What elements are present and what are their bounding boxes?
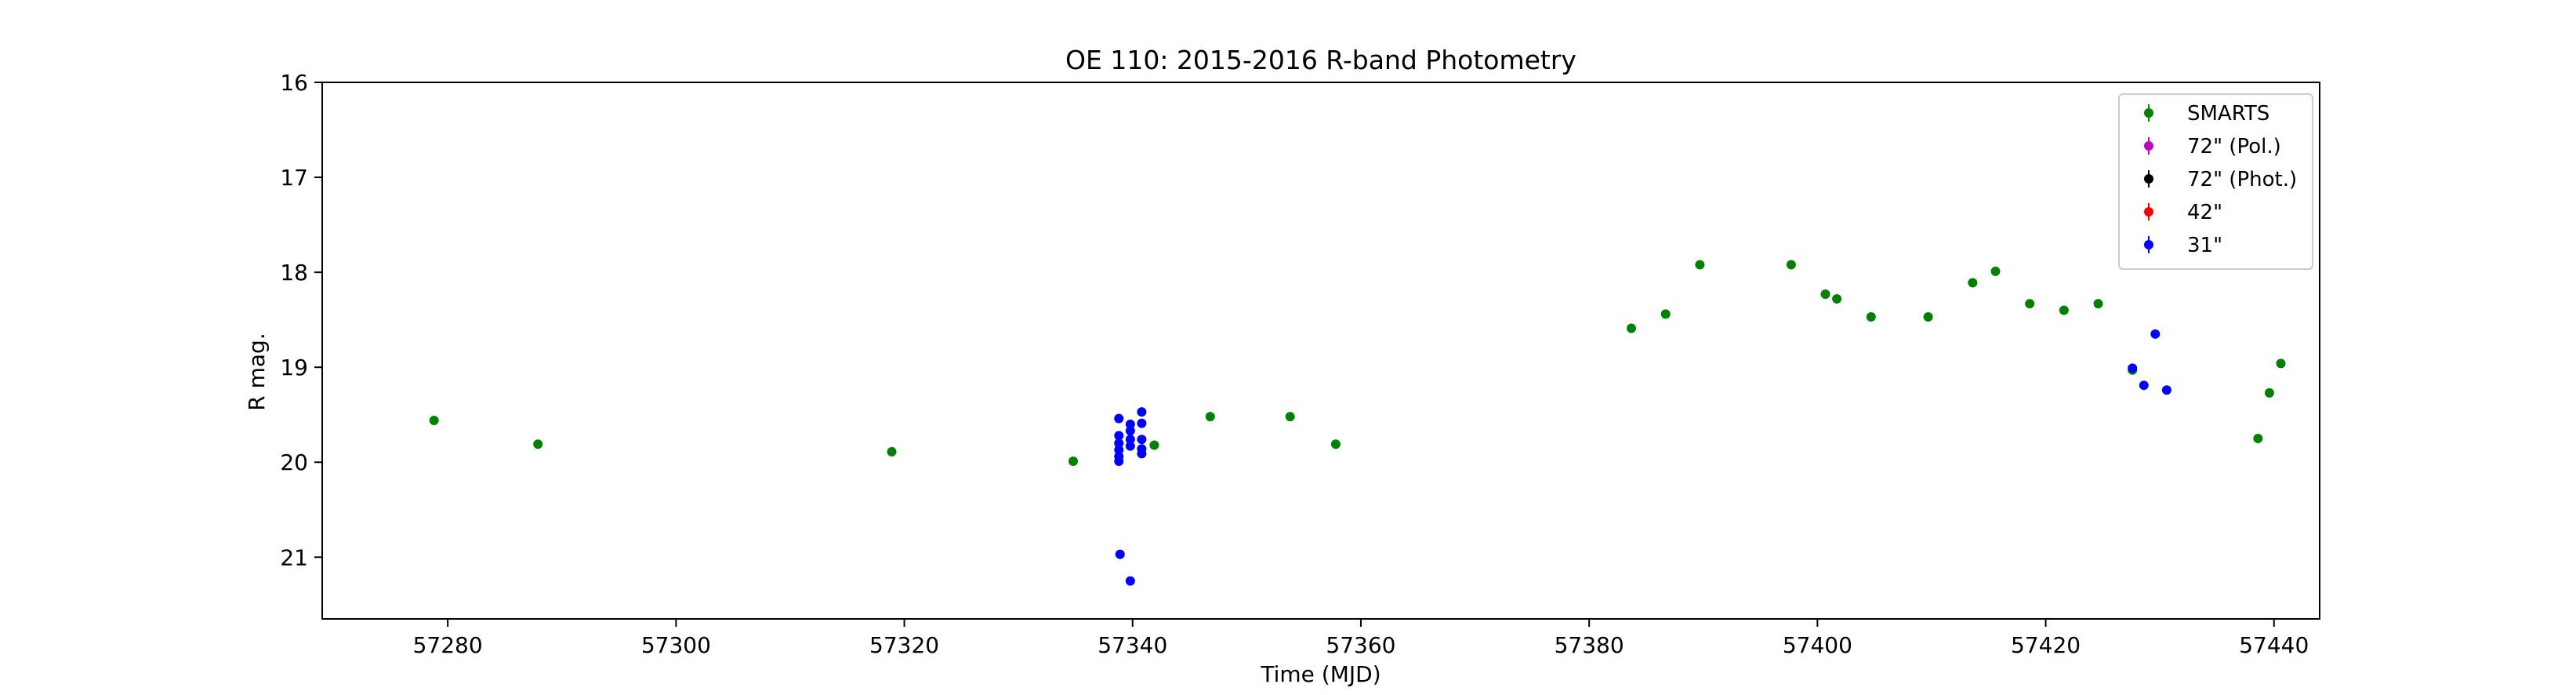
data-point bbox=[1114, 431, 1124, 441]
x-tick-label: 57380 bbox=[1555, 632, 1624, 658]
x-tick-label: 57400 bbox=[1783, 632, 1852, 658]
data-point bbox=[2059, 305, 2069, 315]
data-point bbox=[1786, 260, 1796, 270]
y-axis-label: R mag. bbox=[244, 333, 270, 410]
data-point bbox=[1114, 445, 1124, 455]
data-point bbox=[1125, 441, 1135, 451]
legend: SMARTS 72" (Pol.) 72" (Phot.) 42" 31" bbox=[2118, 93, 2313, 270]
data-point bbox=[1114, 457, 1124, 467]
data-point bbox=[1125, 426, 1135, 436]
legend-label: 72" (Pol.) bbox=[2187, 135, 2281, 158]
legend-label: SMARTS bbox=[2187, 102, 2269, 126]
data-point bbox=[429, 415, 439, 425]
data-point bbox=[1125, 435, 1135, 445]
data-point bbox=[1125, 419, 1135, 429]
data-point bbox=[1205, 412, 1215, 422]
x-axis: 57280 57300 57320 57340 57360 57380 57400 57420… bbox=[413, 619, 2309, 658]
data-point bbox=[887, 446, 897, 457]
legend-marker bbox=[2144, 108, 2153, 118]
data-point bbox=[2128, 363, 2138, 373]
legend-label: 31" bbox=[2187, 234, 2222, 257]
legend-marker bbox=[2144, 174, 2153, 184]
data-point bbox=[1285, 412, 1295, 422]
data-point bbox=[2253, 433, 2263, 443]
legend-marker bbox=[2144, 207, 2153, 217]
x-tick-label: 57300 bbox=[641, 632, 711, 658]
plot-area bbox=[429, 260, 2286, 586]
y-tick-label: 19 bbox=[280, 355, 308, 380]
data-point bbox=[1068, 457, 1079, 467]
data-point bbox=[1114, 438, 1124, 449]
data-point bbox=[1968, 278, 1978, 288]
data-point bbox=[1695, 260, 1705, 270]
data-point bbox=[1115, 549, 1125, 559]
data-point bbox=[2139, 380, 2149, 391]
data-point bbox=[2161, 385, 2171, 395]
plot-frame bbox=[321, 82, 2320, 620]
x-axis-label: Time (MJD) bbox=[1260, 661, 1381, 687]
data-point bbox=[1330, 439, 1341, 449]
data-point bbox=[1832, 294, 1842, 304]
data-point bbox=[2264, 388, 2274, 398]
chart-title: OE 110: 2015-2016 R-band Photometry bbox=[1065, 45, 1576, 75]
data-point bbox=[2093, 299, 2103, 309]
data-point bbox=[1137, 418, 1147, 428]
y-tick-label: 20 bbox=[280, 449, 308, 475]
x-tick-label: 57360 bbox=[1326, 632, 1395, 658]
legend-label: 72" (Phot.) bbox=[2187, 168, 2297, 191]
data-point bbox=[2276, 358, 2286, 369]
data-point bbox=[1137, 449, 1147, 459]
data-point bbox=[2025, 299, 2035, 309]
x-tick-label: 57340 bbox=[1098, 632, 1167, 658]
series-group bbox=[1114, 329, 2171, 586]
legend-label: 42" bbox=[2187, 201, 2222, 224]
data-point bbox=[1149, 440, 1159, 450]
x-tick-label: 57440 bbox=[2239, 632, 2309, 658]
y-tick-label: 17 bbox=[280, 165, 308, 191]
data-point bbox=[1990, 266, 2001, 276]
x-tick-label: 57280 bbox=[413, 632, 483, 658]
x-tick-label: 57320 bbox=[869, 632, 939, 658]
legend-marker bbox=[2144, 141, 2153, 151]
data-point bbox=[1660, 309, 1671, 319]
data-point bbox=[1627, 323, 1637, 333]
y-tick-label: 16 bbox=[280, 70, 308, 96]
data-point bbox=[2150, 329, 2161, 339]
data-point bbox=[1820, 289, 1830, 299]
legend-marker bbox=[2144, 240, 2153, 249]
data-point bbox=[1923, 312, 1933, 322]
y-tick-label: 21 bbox=[280, 544, 308, 570]
data-point bbox=[1125, 576, 1135, 586]
y-axis: 16 17 18 19 20 21 bbox=[280, 70, 322, 570]
data-point bbox=[1137, 407, 1147, 417]
y-tick-label: 18 bbox=[280, 260, 308, 286]
x-tick-label: 57420 bbox=[2011, 632, 2081, 658]
legend-box bbox=[2118, 93, 2313, 270]
data-point bbox=[533, 439, 543, 449]
data-point bbox=[1114, 413, 1124, 424]
data-point bbox=[1137, 435, 1147, 445]
data-point bbox=[1866, 312, 1876, 322]
